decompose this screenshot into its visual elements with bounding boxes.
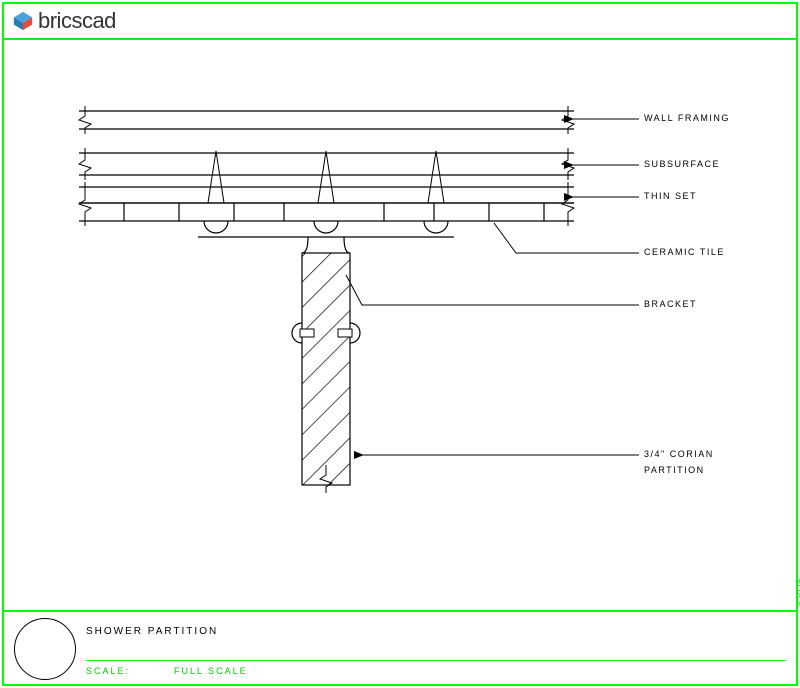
callout-corian: 3/4" CORIAN — [644, 449, 714, 459]
logo-icon — [12, 10, 34, 32]
drawing-canvas: WALL FRAMING SUBSURFACE THIN SET CERAMIC TI… — [4, 42, 796, 608]
scale-label: SCALE: — [86, 666, 130, 676]
callout-ceramic-tile: CERAMIC TILE — [644, 247, 725, 257]
scale-value: FULL SCALE — [174, 666, 248, 676]
header-bar: bricscad — [4, 4, 796, 40]
title-block: SHOWER PARTITION SCALE: FULL SCALE — [4, 610, 796, 684]
scale-divider — [86, 660, 786, 661]
callout-corian2: PARTITION — [644, 465, 705, 475]
logo: bricscad — [12, 8, 116, 34]
drawing-title: SHOWER PARTITION — [86, 626, 218, 637]
logo-text: bricscad — [38, 8, 116, 34]
callout-wall-framing: WALL FRAMING — [644, 113, 730, 123]
callout-subsurface: SUBSURFACE — [644, 159, 720, 169]
callout-thin-set: THIN SET — [644, 191, 697, 201]
cad-drawing: WALL FRAMING SUBSURFACE THIN SET CERAMIC TI… — [4, 42, 796, 608]
side-text: BLOCK — [795, 579, 800, 608]
callout-bracket: BRACKET — [644, 299, 697, 309]
title-circle — [14, 618, 76, 680]
